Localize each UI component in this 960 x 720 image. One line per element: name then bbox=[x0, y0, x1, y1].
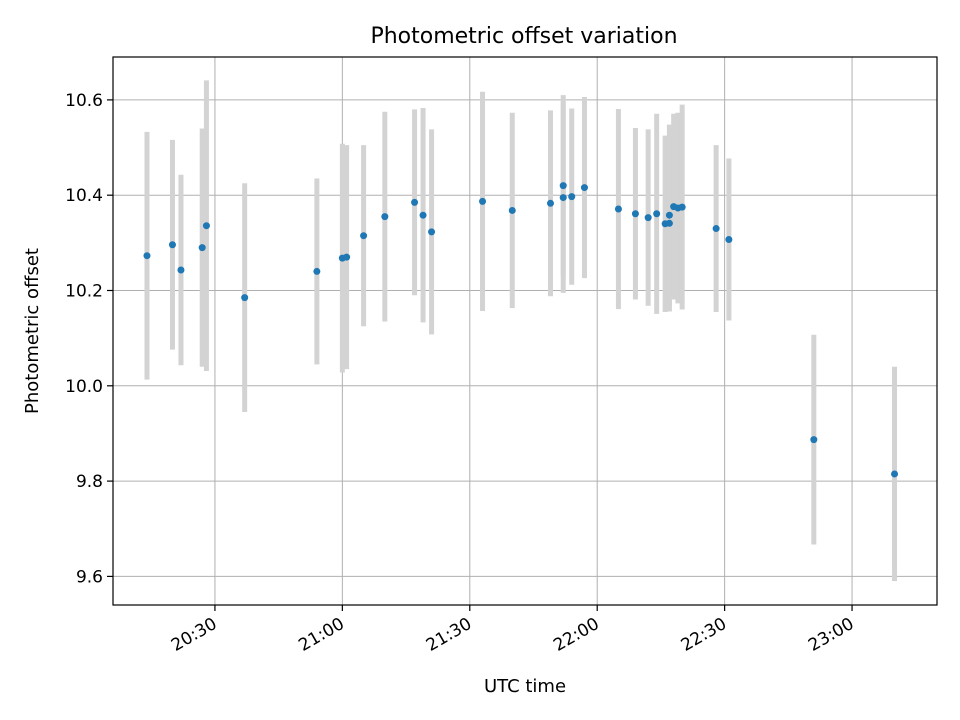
y-tick-label: 10.4 bbox=[65, 186, 103, 206]
data-point bbox=[343, 253, 351, 261]
data-point bbox=[198, 244, 206, 252]
x-axis-label: UTC time bbox=[484, 676, 566, 697]
y-tick-label: 9.6 bbox=[76, 567, 103, 587]
data-point bbox=[428, 228, 436, 236]
x-tick-label: 22:30 bbox=[678, 614, 730, 656]
y-axis-label: Photometric offset bbox=[22, 248, 43, 414]
data-point bbox=[411, 198, 419, 206]
data-point bbox=[313, 267, 321, 275]
data-point bbox=[143, 252, 151, 260]
data-point bbox=[653, 210, 661, 218]
data-point bbox=[614, 205, 622, 213]
chart-title: Photometric offset variation bbox=[370, 24, 677, 49]
y-tick-label: 10.2 bbox=[65, 281, 103, 301]
data-point bbox=[177, 266, 185, 274]
data-point bbox=[559, 182, 567, 190]
data-point bbox=[360, 232, 368, 240]
data-point bbox=[381, 213, 389, 221]
data-point bbox=[168, 241, 176, 249]
data-point bbox=[644, 214, 652, 222]
data-point bbox=[631, 210, 639, 218]
y-tick-label: 10.6 bbox=[65, 91, 103, 111]
x-tick-label: 20:30 bbox=[168, 614, 220, 656]
plot-area-frame bbox=[112, 56, 938, 606]
data-point bbox=[580, 184, 588, 192]
x-axis-ticks: 20:30 21:00 21:30 22:00 22:30 23:00 bbox=[168, 605, 858, 656]
error-bars bbox=[144, 80, 898, 582]
data-point bbox=[419, 211, 427, 219]
data-point bbox=[725, 236, 733, 244]
data-points bbox=[143, 182, 899, 478]
data-point bbox=[891, 470, 899, 478]
x-tick-label: 23:00 bbox=[805, 614, 857, 656]
x-tick-label: 21:30 bbox=[423, 614, 475, 656]
y-tick-label: 9.8 bbox=[76, 472, 103, 492]
data-point bbox=[508, 206, 516, 214]
data-point bbox=[568, 193, 576, 201]
data-point bbox=[712, 225, 720, 233]
data-point bbox=[665, 219, 673, 227]
y-axis-ticks: 9.6 9.8 10.0 10.2 10.4 10.6 bbox=[65, 91, 113, 587]
data-point bbox=[665, 211, 673, 219]
data-point bbox=[241, 294, 249, 302]
data-point bbox=[810, 436, 818, 444]
data-point bbox=[546, 199, 554, 207]
x-tick-label: 22:00 bbox=[550, 614, 602, 656]
data-point bbox=[678, 203, 686, 211]
data-point bbox=[559, 194, 567, 202]
data-point bbox=[202, 222, 210, 230]
x-tick-label: 21:00 bbox=[295, 614, 347, 656]
y-tick-label: 10.0 bbox=[65, 377, 103, 397]
data-point bbox=[479, 197, 487, 205]
grid bbox=[113, 57, 937, 605]
